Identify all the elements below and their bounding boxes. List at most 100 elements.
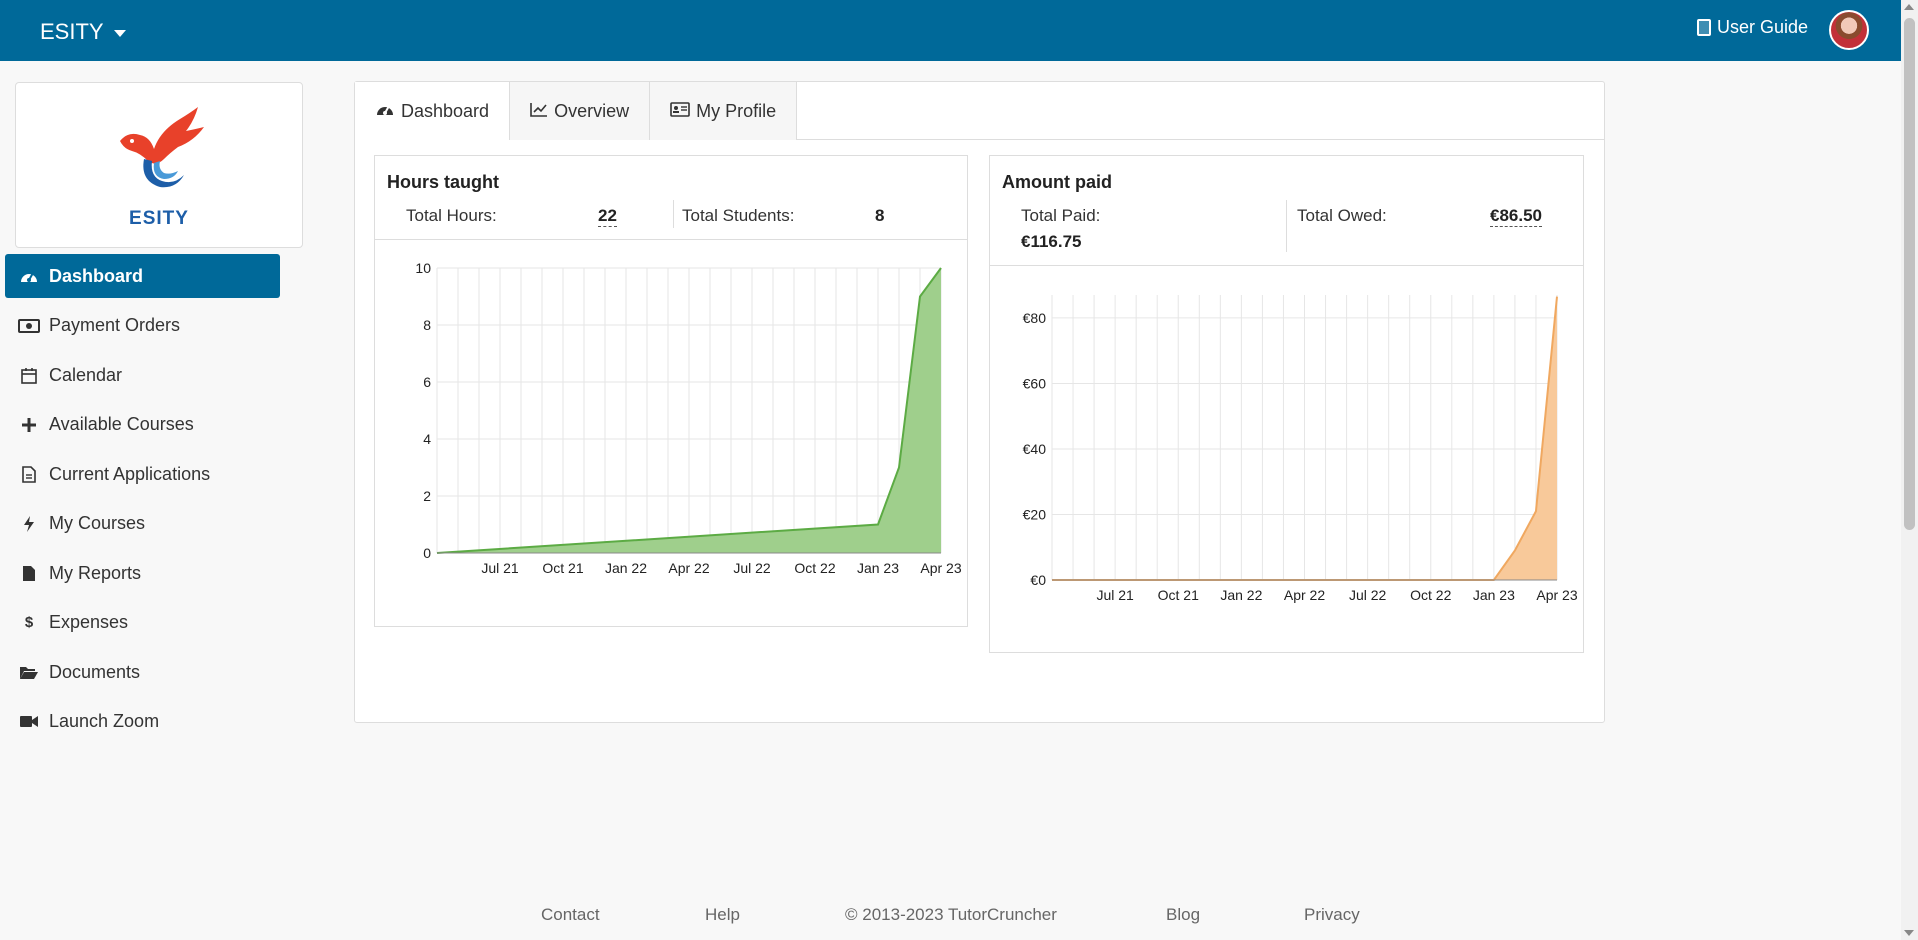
plus-icon: [18, 416, 40, 434]
stat-divider: [673, 200, 674, 228]
dashboard-card: Dashboard Overview My Profile Hours taug…: [354, 81, 1605, 723]
stat-divider: [1286, 200, 1287, 252]
footer-contact-link[interactable]: Contact: [541, 905, 600, 924]
sidebar-item-label: Available Courses: [49, 414, 194, 434]
y-tick-label: 8: [423, 317, 431, 333]
total-hours-value[interactable]: 22: [598, 206, 617, 227]
footer-blog-link[interactable]: Blog: [1166, 905, 1201, 924]
sidebar-item-label: Current Applications: [49, 463, 211, 484]
total-paid-value: €116.75: [1021, 232, 1082, 251]
x-tick-label: Oct 21: [542, 560, 583, 576]
sidebar-item-documents[interactable]: Documents: [5, 650, 280, 694]
hours-taught-chart: 0 2 4 6 8 10 Jul 21 Oct 21 Jan 22 Apr 22 Jul 22 Oct…: [415, 260, 961, 576]
scroll-up-arrow-icon[interactable]: [1904, 4, 1914, 10]
avatar[interactable]: [1829, 10, 1869, 50]
page-scrollbar[interactable]: [1901, 0, 1918, 940]
tab-label: Dashboard: [401, 100, 490, 121]
user-guide-link[interactable]: User Guide: [1696, 17, 1808, 38]
bolt-icon: [18, 515, 40, 533]
file-icon: [18, 465, 40, 483]
dollar-icon: $: [24, 614, 34, 631]
panel-title: Amount paid: [1002, 172, 1112, 192]
sidebar-item-label: Dashboard: [49, 265, 144, 286]
footer: Contact Help © 2013-2023 TutorCruncher B…: [0, 905, 1918, 927]
money-icon: [18, 317, 40, 335]
y-tick-label: €0: [1030, 572, 1046, 588]
y-tick-label: €20: [1023, 506, 1047, 522]
amount-paid-chart: €0 €20 €40 €60 €80 Jul 21 Oct 21 Jan 22 Apr 22 Ju…: [1023, 295, 1578, 603]
y-tick-label: 2: [423, 488, 431, 504]
y-tick-label: 4: [423, 431, 431, 447]
y-tick-label: 6: [423, 374, 431, 390]
total-students-value: 8: [875, 206, 885, 225]
x-tick-label: Jul 22: [733, 560, 771, 576]
y-tick-label: 0: [423, 545, 431, 561]
brand-label: ESITY: [40, 19, 104, 44]
sidebar-item-label: Launch Zoom: [49, 711, 160, 731]
scroll-thumb[interactable]: [1904, 18, 1915, 530]
video-icon: [18, 713, 40, 731]
sidebar-item-label: Expenses: [49, 612, 129, 632]
total-students-label: Total Students:: [682, 206, 795, 225]
gauge-icon: [375, 101, 395, 122]
footer-help-link[interactable]: Help: [705, 905, 740, 924]
caret-down-icon: [113, 30, 126, 37]
tab-dashboard[interactable]: Dashboard: [355, 82, 511, 140]
x-tick-label: Jan 23: [857, 560, 899, 576]
sidebar-item-available-courses[interactable]: Available Courses: [5, 403, 280, 447]
x-tick-label: Jan 22: [1220, 587, 1262, 603]
x-tick-label: Apr 22: [668, 560, 709, 576]
tab-label: My Profile: [696, 100, 777, 121]
tab-label: Overview: [554, 100, 630, 121]
x-tick-label: Jul 22: [1349, 587, 1387, 603]
book-icon: [1696, 19, 1711, 36]
sidebar-item-label: My Courses: [49, 513, 146, 533]
scroll-down-arrow-icon[interactable]: [1904, 930, 1914, 936]
x-tick-label: Oct 21: [1158, 587, 1199, 603]
x-tick-label: Jul 21: [481, 560, 519, 576]
logo-text: ESITY: [129, 208, 189, 229]
total-owed-label: Total Owed:: [1297, 206, 1387, 225]
line-chart-icon: [530, 101, 548, 122]
x-tick-label: Apr 23: [1536, 587, 1577, 603]
x-tick-label: Apr 23: [920, 560, 961, 576]
sidebar-item-label: Payment Orders: [49, 315, 181, 335]
sidebar-item-expenses[interactable]: $ Expenses: [5, 601, 280, 645]
total-paid-label: Total Paid:: [1021, 206, 1101, 225]
x-tick-label: Oct 22: [794, 560, 835, 576]
sidebar-item-launch-zoom[interactable]: Launch Zoom: [5, 700, 280, 744]
sidebar-item-current-applications[interactable]: Current Applications: [5, 452, 280, 496]
series-line: [436, 267, 942, 554]
y-tick-label: €60: [1023, 375, 1047, 391]
panel-divider: [990, 265, 1583, 266]
sidebar-item-payment-orders[interactable]: Payment Orders: [5, 304, 280, 348]
y-tick-label: €40: [1023, 441, 1047, 457]
file-filled-icon: [18, 564, 40, 582]
y-tick-label: 10: [415, 260, 431, 276]
panel-title: Hours taught: [387, 172, 499, 192]
sidebar-item-my-courses[interactable]: My Courses: [5, 502, 280, 546]
panel-divider: [375, 239, 967, 240]
tab-overview[interactable]: Overview: [510, 82, 651, 140]
total-hours-label: Total Hours:: [406, 206, 497, 225]
sidebar-item-label: My Reports: [49, 562, 142, 583]
id-card-icon: [670, 101, 690, 122]
sidebar-item-calendar[interactable]: Calendar: [5, 353, 280, 397]
total-owed-value[interactable]: €86.50: [1490, 206, 1542, 227]
y-tick-label: €80: [1023, 310, 1047, 326]
sidebar-item-dashboard[interactable]: Dashboard: [5, 254, 280, 298]
hours-taught-panel: Hours taught Total Hours: 22 Total Stude…: [374, 155, 968, 627]
calendar-icon: [18, 366, 40, 384]
gauge-icon: [18, 267, 40, 285]
amount-paid-panel: Amount paid Total Paid: €116.75 Total Ow…: [989, 155, 1584, 653]
folder-open-icon: [18, 663, 40, 681]
brand-dropdown[interactable]: ESITY: [40, 19, 126, 45]
x-tick-label: Oct 22: [1410, 587, 1451, 603]
logo-card: ESITY: [15, 82, 303, 248]
user-guide-label: User Guide: [1716, 17, 1808, 37]
tab-my-profile[interactable]: My Profile: [650, 82, 798, 140]
sidebar-item-label: Calendar: [49, 364, 123, 385]
footer-privacy-link[interactable]: Privacy: [1304, 905, 1360, 924]
x-tick-label: Jan 22: [605, 560, 647, 576]
sidebar-item-my-reports[interactable]: My Reports: [5, 551, 280, 595]
